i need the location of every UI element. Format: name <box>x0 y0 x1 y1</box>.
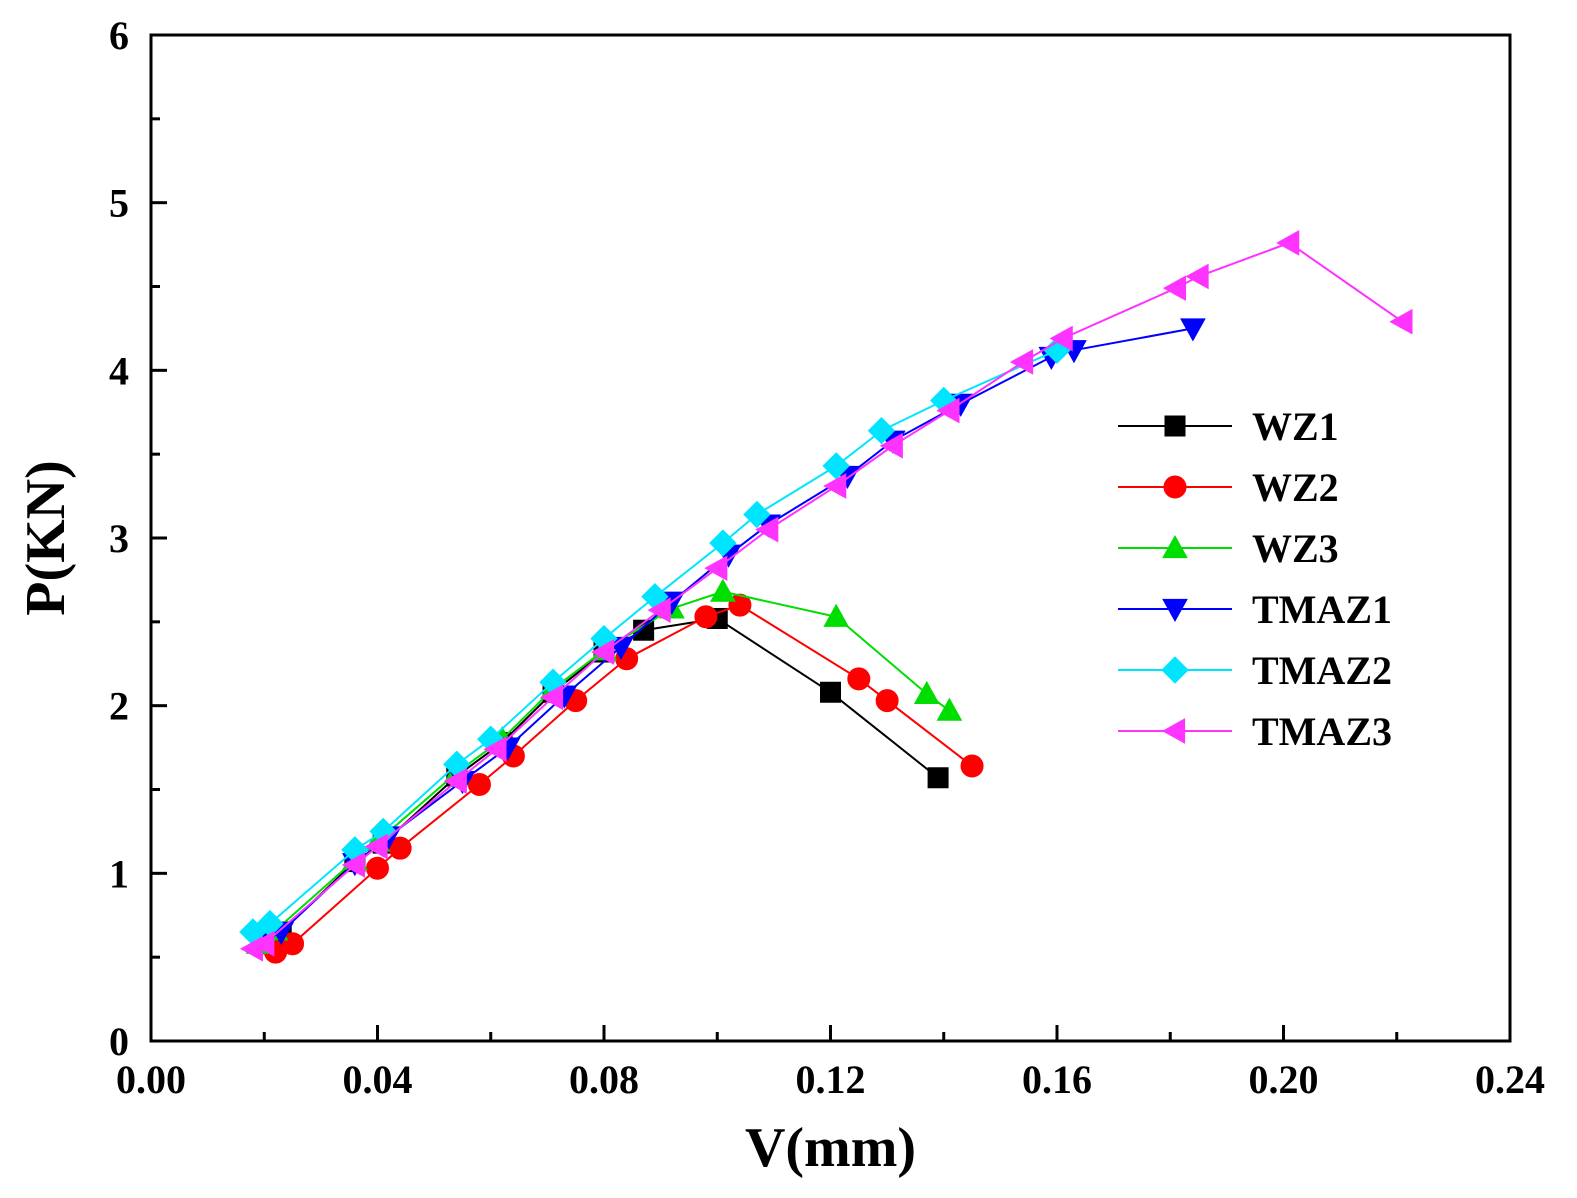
data-point <box>704 555 728 582</box>
data-point <box>847 667 871 691</box>
data-point <box>879 432 903 459</box>
data-point <box>1389 308 1413 335</box>
x-tick-label: 0.00 <box>116 1057 186 1102</box>
x-tick-label: 0.12 <box>796 1057 866 1102</box>
x-tick-label: 0.16 <box>1022 1057 1092 1102</box>
data-point <box>936 397 960 424</box>
data-point <box>483 736 507 763</box>
data-point <box>927 767 949 789</box>
data-point <box>1009 349 1034 375</box>
data-point <box>694 605 718 629</box>
series-wz2 <box>264 593 984 964</box>
y-tick-label: 4 <box>109 348 129 393</box>
series-tmaz1 <box>245 318 1206 957</box>
y-tick-label: 5 <box>109 181 129 226</box>
legend-marker <box>1161 656 1189 684</box>
legend-marker <box>1161 718 1186 744</box>
series-tmaz3 <box>239 230 1413 962</box>
legend-marker <box>1163 475 1187 499</box>
data-point <box>647 597 671 623</box>
data-point <box>960 754 984 778</box>
legend-item: TMAZ3 <box>1118 709 1392 754</box>
data-point <box>936 697 963 721</box>
ticks-layer: 0.00 0.04 0.08 0.12 0.16 0.20 0.24 0 1 2 3 4 5 6 <box>109 13 1545 1102</box>
legend-marker <box>1162 598 1188 623</box>
y-tick-label: 3 <box>109 516 129 561</box>
legend-label: WZ3 <box>1252 526 1339 571</box>
y-tick-label: 1 <box>109 851 129 896</box>
data-point <box>443 768 467 794</box>
data-point <box>820 681 841 703</box>
legend: WZ1 WZ2 WZ3 TMAZ1 TMAZ2 TMAZ3 <box>1118 404 1392 754</box>
x-tick-label: 0.24 <box>1475 1057 1545 1102</box>
series-line <box>263 617 939 945</box>
y-axis-title: P(KN) <box>15 460 77 616</box>
legend-label: WZ2 <box>1252 465 1339 510</box>
x-axis-title: V(mm) <box>745 1117 916 1179</box>
y-tick-label: 0 <box>109 1019 129 1064</box>
data-point <box>1049 325 1073 352</box>
data-point <box>710 578 736 602</box>
data-point <box>1162 275 1187 302</box>
x-tick-label: 0.04 <box>343 1057 413 1102</box>
legend-label: TMAZ3 <box>1252 709 1392 754</box>
data-point <box>1180 318 1206 342</box>
legend-label: TMAZ1 <box>1252 587 1392 632</box>
data-point <box>366 856 389 880</box>
x-tick-label: 0.20 <box>1249 1057 1319 1102</box>
data-point <box>341 852 365 878</box>
data-point <box>913 680 940 705</box>
legend-item: TMAZ1 <box>1118 587 1392 632</box>
y-tick-label: 6 <box>109 13 129 58</box>
data-point <box>1276 230 1300 256</box>
legend-marker <box>1162 534 1188 559</box>
legend-item: TMAZ2 <box>1118 648 1392 693</box>
data-point <box>467 772 491 796</box>
data-point <box>709 529 737 557</box>
series-tmaz2 <box>239 336 1071 946</box>
data-point <box>364 833 388 860</box>
legend-marker <box>1164 415 1186 437</box>
x-tick-label: 0.08 <box>569 1057 639 1102</box>
data-point <box>251 930 275 957</box>
series-layer <box>239 230 1413 964</box>
data-point <box>1185 263 1209 290</box>
legend-label: TMAZ2 <box>1252 648 1392 693</box>
data-point <box>875 689 899 713</box>
data-point <box>743 500 771 529</box>
data-point <box>590 639 615 665</box>
legend-item: WZ2 <box>1118 465 1339 510</box>
legend-item: WZ1 <box>1118 404 1339 449</box>
series-line <box>252 241 1403 950</box>
data-point <box>823 603 850 627</box>
data-point <box>823 473 847 499</box>
y-tick-label: 2 <box>109 684 129 729</box>
legend-item: WZ3 <box>1118 526 1339 571</box>
data-point <box>755 516 779 543</box>
data-point <box>867 416 896 445</box>
legend-label: WZ1 <box>1252 404 1339 449</box>
data-point <box>540 684 564 711</box>
